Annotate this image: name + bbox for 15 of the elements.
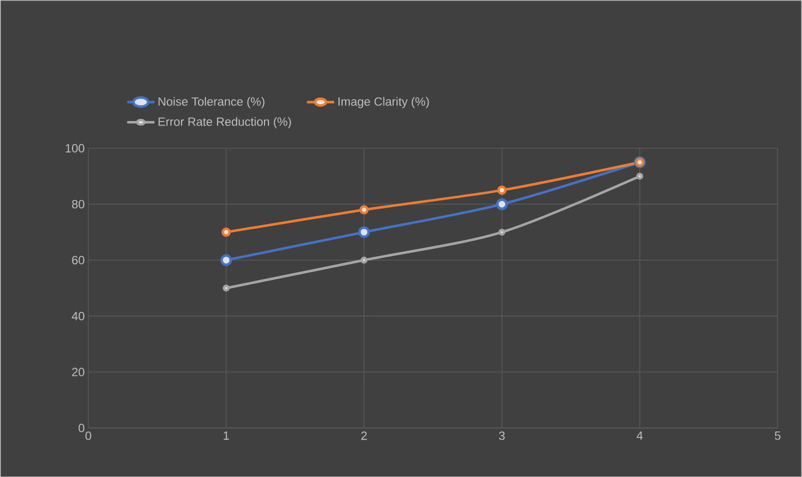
x-tick-label: 1	[224, 431, 229, 440]
y-tick-label: 0	[78, 424, 84, 432]
legend-label: Image Clarity (%)	[338, 96, 429, 108]
y-tick-label: 40	[72, 312, 84, 320]
y-tick-label: 80	[72, 200, 84, 208]
x-tick-label: 3	[499, 431, 505, 440]
y-tick-label: 100	[66, 144, 84, 152]
y-tick-label: 20	[72, 368, 84, 376]
x-tick-label: 4	[636, 431, 643, 440]
x-tick-label: 0	[85, 431, 92, 440]
legend-label: Noise Tolerance (%)	[158, 96, 264, 108]
legend-label: Error Rate Reduction (%)	[158, 116, 291, 128]
y-tick-label: 60	[72, 256, 84, 264]
x-tick-label: 2	[361, 431, 367, 440]
x-tick-label: 5	[774, 431, 780, 440]
